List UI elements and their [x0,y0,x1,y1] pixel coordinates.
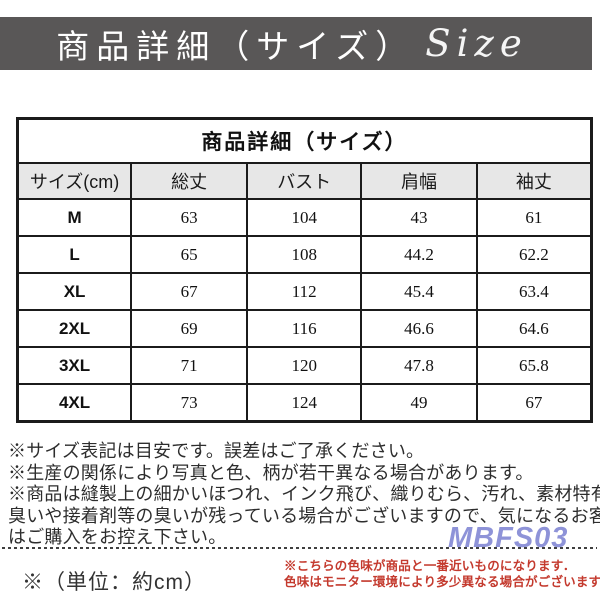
size-cell: M [16,198,133,237]
dashed-divider-line [2,547,597,549]
color-note-line: 色味はモニター環境により多少異なる場合がございます． [284,575,600,589]
value-cell: 65 [130,235,249,274]
value-cell: 62.2 [475,235,593,274]
size-cell: XL [16,272,133,311]
color-accuracy-note: ※こちらの色味が商品と一番近いものになります． 色味はモニター環境により多少異な… [284,558,600,590]
table-title-row: 商品詳細（サイズ） [16,117,593,164]
value-cell: 61 [475,198,593,237]
table-row-4xl: 4XL 73 124 49 67 [16,383,593,423]
size-cell: L [16,235,133,274]
page-title-banner: 商品詳細（サイズ） Size [0,17,592,70]
value-cell: 45.4 [360,272,478,311]
note-line: はご購入をお控え下さい。 [8,527,227,547]
value-cell: 67 [130,272,249,311]
disclaimer-notes: ※サイズ表記は目安です。誤差はご了承ください。 ※生産の関係により写真と色、柄が… [8,441,600,549]
value-cell: 108 [246,235,363,274]
size-cell: 2XL [16,309,133,348]
column-header-size: サイズ(cm) [16,162,133,200]
value-cell: 104 [246,198,363,237]
table-row-l: L 65 108 44.2 62.2 [16,235,593,274]
unit-note: ※（単位：約cm） [22,571,206,594]
table-row-m: M 63 104 43 61 [16,198,593,237]
value-cell: 112 [246,272,363,311]
color-note-line: ※こちらの色味が商品と一番近いものになります． [284,559,576,573]
size-cell: 4XL [16,383,133,423]
value-cell: 67 [475,383,593,423]
note-line: ※商品は縫製上の細かいほつれ、インク飛び、織りむら、汚れ、素材特有の [8,484,600,504]
watermark-text: MBFS03 [448,522,569,554]
value-cell: 65.8 [475,346,593,385]
table-row-xl: XL 67 112 45.4 63.4 [16,272,593,311]
value-cell: 63.4 [475,272,593,311]
size-cell: 3XL [16,346,133,385]
column-header-sleeve: 袖丈 [475,162,593,200]
size-chart-table: 商品詳細（サイズ） サイズ(cm) 総丈 バスト 肩幅 袖丈 M 63 104 … [16,117,593,423]
value-cell: 47.8 [360,346,478,385]
note-line: 臭いや接着剤等の臭いが残っている場合がございますので、気になるお客様 [8,505,600,526]
value-cell: 63 [130,198,249,237]
value-cell: 44.2 [360,235,478,274]
banner-title-en: Size [425,22,528,65]
value-cell: 71 [130,346,249,385]
value-cell: 124 [246,383,363,423]
value-cell: 69 [130,309,249,348]
table-row-2xl: 2XL 69 116 46.6 64.6 [16,309,593,348]
value-cell: 64.6 [475,309,593,348]
banner-title-jp: 商品詳細（サイズ） [56,27,416,65]
value-cell: 43 [360,198,478,237]
table-row-3xl: 3XL 71 120 47.8 65.8 [16,346,593,385]
note-line: ※サイズ表記は目安です。誤差はご了承ください。 [8,441,425,461]
table-title: 商品詳細（サイズ） [16,117,593,164]
column-header-length: 総丈 [130,162,249,200]
value-cell: 116 [246,309,363,348]
table-header-row: サイズ(cm) 総丈 バスト 肩幅 袖丈 [16,162,593,200]
value-cell: 120 [246,346,363,385]
value-cell: 49 [360,383,478,423]
note-line: ※生産の関係により写真と色、柄が若干異なる場合があります。 [8,462,534,483]
column-header-bust: バスト [246,162,363,200]
value-cell: 73 [130,383,249,423]
value-cell: 46.6 [360,309,478,348]
column-header-shoulder: 肩幅 [360,162,478,200]
